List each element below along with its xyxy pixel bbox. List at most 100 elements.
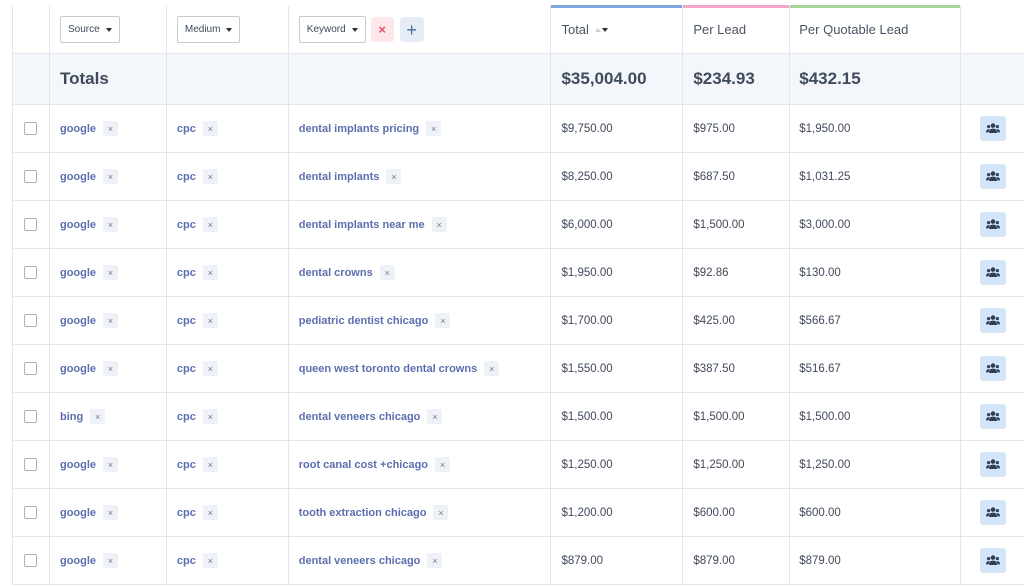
total-column-header[interactable]: Total (561, 22, 589, 37)
remove-medium-tag-button[interactable]: × (202, 217, 218, 232)
keyword-tag[interactable]: tooth extraction chicago (298, 506, 427, 519)
row-checkbox[interactable] (24, 362, 38, 375)
source-tag[interactable]: google (59, 122, 97, 135)
per-lead-value: $687.50 (693, 170, 735, 183)
remove-medium-tag-button[interactable]: × (202, 457, 218, 472)
remove-keyword-tag-button[interactable]: × (427, 409, 443, 424)
keyword-tag[interactable]: dental crowns (298, 266, 373, 279)
medium-tag[interactable]: cpc (176, 266, 196, 279)
keyword-tag[interactable]: dental implants near me (298, 218, 425, 231)
medium-tag[interactable]: cpc (176, 554, 196, 567)
view-leads-button[interactable] (979, 164, 1006, 189)
remove-medium-tag-button[interactable]: × (202, 409, 218, 424)
remove-keyword-tag-button[interactable]: × (379, 265, 395, 280)
source-tag[interactable]: google (59, 554, 97, 567)
keyword-tag[interactable]: root canal cost +chicago (298, 458, 429, 471)
view-leads-button[interactable] (979, 260, 1006, 285)
remove-source-tag-button[interactable]: × (103, 361, 119, 376)
medium-tag[interactable]: cpc (176, 314, 196, 327)
source-tag[interactable]: google (59, 506, 97, 519)
remove-source-tag-button[interactable]: × (103, 457, 119, 472)
remove-keyword-tag-button[interactable]: × (484, 361, 500, 376)
source-tag[interactable]: google (59, 362, 97, 375)
view-leads-button[interactable] (979, 212, 1006, 237)
header-per-lead-cell[interactable]: Per Lead (683, 5, 791, 53)
remove-keyword-tag-button[interactable]: × (426, 121, 442, 136)
header-total-cell[interactable]: Total (551, 5, 684, 53)
remove-source-tag-button[interactable]: × (103, 313, 119, 328)
sort-icon[interactable] (594, 27, 608, 32)
row-checkbox[interactable] (24, 458, 38, 471)
table-body: google × cpc × dental implants pricing ×… (13, 105, 1024, 585)
row-checkbox[interactable] (24, 314, 38, 327)
keyword-tag[interactable]: dental veneers chicago (298, 554, 421, 567)
per-quotable-lead-value: $1,950.00 (799, 122, 851, 135)
source-tag[interactable]: google (59, 170, 97, 183)
remove-medium-tag-button[interactable]: × (202, 361, 218, 376)
remove-keyword-tag-button[interactable]: × (435, 457, 451, 472)
remove-medium-tag-button[interactable]: × (202, 121, 218, 136)
row-checkbox[interactable] (24, 554, 38, 567)
view-leads-button[interactable] (979, 548, 1006, 573)
row-checkbox[interactable] (24, 266, 38, 279)
view-leads-button[interactable] (979, 116, 1006, 141)
keyword-tag[interactable]: dental implants (298, 170, 380, 183)
remove-medium-tag-button[interactable]: × (202, 553, 218, 568)
per-quotable-lead-value: $130.00 (799, 266, 841, 279)
view-leads-button[interactable] (979, 308, 1006, 333)
remove-medium-tag-button[interactable]: × (202, 169, 218, 184)
keyword-filter-dropdown[interactable]: Keyword (298, 16, 366, 43)
remove-source-tag-button[interactable]: × (90, 409, 106, 424)
row-checkbox[interactable] (24, 170, 38, 183)
per-quotable-lead-column-header[interactable]: Per Quotable Lead (799, 22, 909, 37)
view-leads-button[interactable] (979, 404, 1006, 429)
source-tag[interactable]: google (59, 314, 97, 327)
row-checkbox[interactable] (24, 410, 38, 423)
total-value: $6,000.00 (561, 218, 613, 231)
keyword-tag[interactable]: dental implants pricing (298, 122, 420, 135)
medium-tag[interactable]: cpc (176, 506, 196, 519)
remove-medium-tag-button[interactable]: × (202, 505, 218, 520)
remove-keyword-tag-button[interactable]: × (435, 313, 451, 328)
medium-tag[interactable]: cpc (176, 410, 196, 423)
source-filter-dropdown[interactable]: Source (59, 16, 120, 43)
header-per-quotable-lead-cell[interactable]: Per Quotable Lead (790, 5, 962, 53)
remove-column-button[interactable]: × (370, 17, 394, 42)
remove-medium-tag-button[interactable]: × (202, 265, 218, 280)
remove-keyword-tag-button[interactable]: × (433, 505, 449, 520)
remove-keyword-tag-button[interactable]: × (431, 217, 447, 232)
medium-filter-dropdown[interactable]: Medium (176, 16, 241, 43)
per-lead-value: $1,250.00 (693, 458, 745, 471)
remove-keyword-tag-button[interactable]: × (386, 169, 402, 184)
view-leads-button[interactable] (979, 452, 1006, 477)
add-column-button[interactable]: + (399, 17, 424, 42)
view-leads-button[interactable] (979, 356, 1006, 381)
remove-source-tag-button[interactable]: × (103, 505, 119, 520)
source-tag[interactable]: bing (59, 410, 84, 423)
medium-cell: cpc × (167, 393, 289, 440)
remove-source-tag-button[interactable]: × (103, 553, 119, 568)
medium-tag[interactable]: cpc (176, 218, 196, 231)
remove-medium-tag-button[interactable]: × (202, 313, 218, 328)
medium-tag[interactable]: cpc (176, 122, 196, 135)
source-tag[interactable]: google (59, 458, 97, 471)
row-checkbox[interactable] (24, 218, 38, 231)
remove-keyword-tag-button[interactable]: × (427, 553, 443, 568)
medium-tag[interactable]: cpc (176, 362, 196, 375)
row-checkbox[interactable] (24, 122, 38, 135)
keyword-tag[interactable]: pediatric dentist chicago (298, 314, 429, 327)
medium-tag[interactable]: cpc (176, 170, 196, 183)
remove-source-tag-button[interactable]: × (103, 121, 119, 136)
per-quotable-lead-value: $1,500.00 (799, 410, 851, 423)
source-tag[interactable]: google (59, 266, 97, 279)
remove-source-tag-button[interactable]: × (103, 169, 119, 184)
remove-source-tag-button[interactable]: × (103, 265, 119, 280)
medium-tag[interactable]: cpc (176, 458, 196, 471)
per-lead-column-header[interactable]: Per Lead (693, 22, 747, 37)
remove-source-tag-button[interactable]: × (103, 217, 119, 232)
keyword-tag[interactable]: dental veneers chicago (298, 410, 421, 423)
row-checkbox[interactable] (24, 506, 38, 519)
source-tag[interactable]: google (59, 218, 97, 231)
keyword-tag[interactable]: queen west toronto dental crowns (298, 362, 478, 375)
view-leads-button[interactable] (979, 500, 1006, 525)
